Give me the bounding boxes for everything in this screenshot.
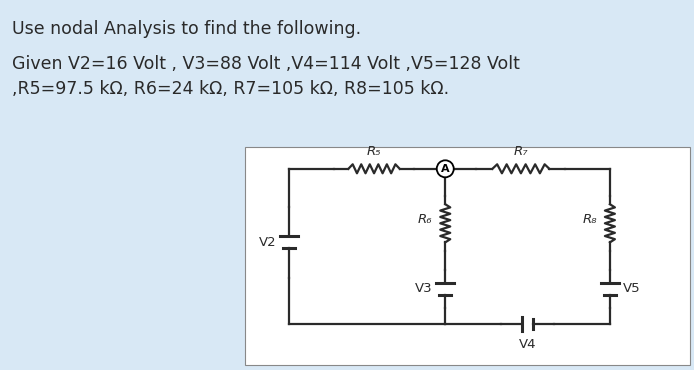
Text: ,R5=97.5 kΩ, R6=24 kΩ, R7=105 kΩ, R8=105 kΩ.: ,R5=97.5 kΩ, R6=24 kΩ, R7=105 kΩ, R8=105… — [12, 80, 449, 98]
Text: R₅: R₅ — [366, 145, 382, 158]
Text: R₈: R₈ — [582, 213, 598, 226]
Text: A: A — [441, 164, 450, 174]
Circle shape — [437, 160, 454, 177]
Text: Given V2=16 Volt , V3=88 Volt ,V4=114 Volt ,V5=128 Volt: Given V2=16 Volt , V3=88 Volt ,V4=114 Vo… — [12, 55, 520, 73]
Text: Use nodal Analysis to find the following.: Use nodal Analysis to find the following… — [12, 20, 361, 38]
Text: V2: V2 — [259, 236, 276, 249]
Text: V3: V3 — [414, 282, 432, 295]
Text: R₆: R₆ — [418, 213, 432, 226]
Text: V4: V4 — [519, 337, 536, 351]
Text: V5: V5 — [623, 282, 641, 295]
Text: R₇: R₇ — [514, 145, 528, 158]
Bar — [245, 147, 690, 365]
